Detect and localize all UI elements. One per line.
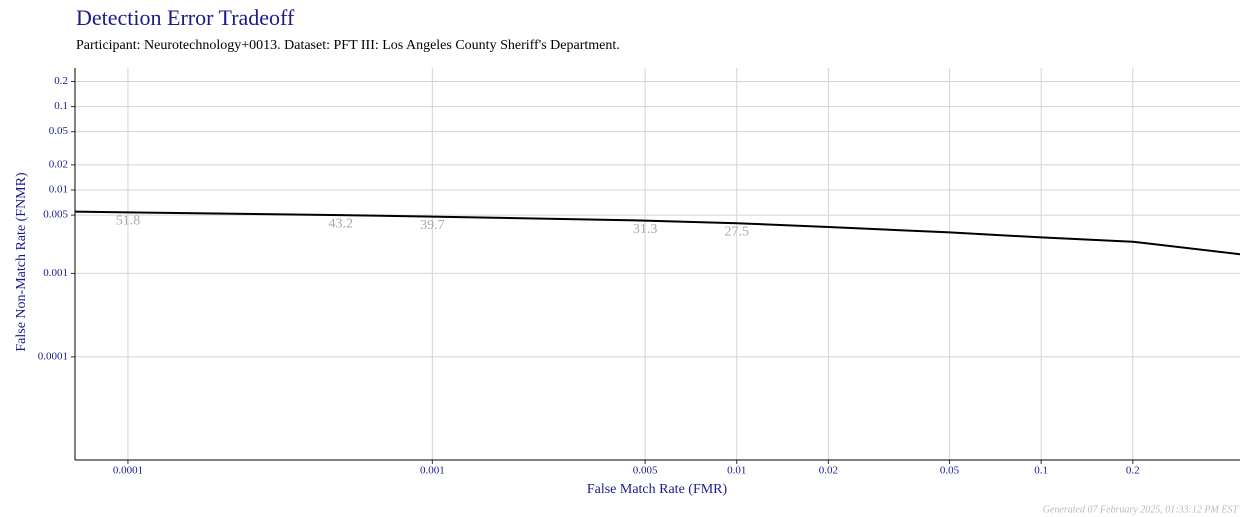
y-tick-label: 0.0001 bbox=[38, 350, 68, 362]
threshold-label: 39.7 bbox=[420, 218, 445, 233]
y-tick-label: 0.02 bbox=[49, 158, 68, 170]
threshold-label: 43.2 bbox=[328, 216, 353, 231]
threshold-label: 27.5 bbox=[725, 224, 750, 239]
x-tick-label: 0.1 bbox=[1034, 465, 1048, 477]
y-tick-label: 0.2 bbox=[54, 75, 68, 87]
y-axis-label: False Non-Match Rate (FNMR) bbox=[14, 172, 29, 352]
x-tick-label: 0.01 bbox=[727, 465, 746, 477]
y-tick-label: 0.05 bbox=[49, 125, 69, 137]
y-tick-label: 0.01 bbox=[49, 184, 68, 196]
threshold-label: 31.3 bbox=[633, 222, 658, 237]
x-tick-label: 0.005 bbox=[633, 465, 658, 477]
x-tick-label: 0.05 bbox=[940, 465, 960, 477]
chart-subtitle: Participant: Neurotechnology+0013. Datas… bbox=[76, 38, 620, 53]
x-tick-label: 0.0001 bbox=[113, 465, 143, 477]
footer: Generated 07 February 2025, 01:33:12 PM … bbox=[1043, 504, 1240, 515]
y-tick-label: 0.001 bbox=[43, 267, 68, 279]
series-line bbox=[74, 210, 1241, 256]
chart-title: Detection Error Tradeoff bbox=[76, 5, 295, 30]
x-tick-label: 0.2 bbox=[1126, 465, 1140, 477]
y-tick-label: 0.005 bbox=[43, 209, 68, 221]
x-tick-label: 0.001 bbox=[420, 465, 445, 477]
x-tick-label: 0.02 bbox=[819, 465, 838, 477]
y-tick-label: 0.1 bbox=[54, 100, 68, 112]
x-axis-label: False Match Rate (FMR) bbox=[587, 482, 728, 497]
threshold-label: 51.8 bbox=[116, 214, 141, 229]
